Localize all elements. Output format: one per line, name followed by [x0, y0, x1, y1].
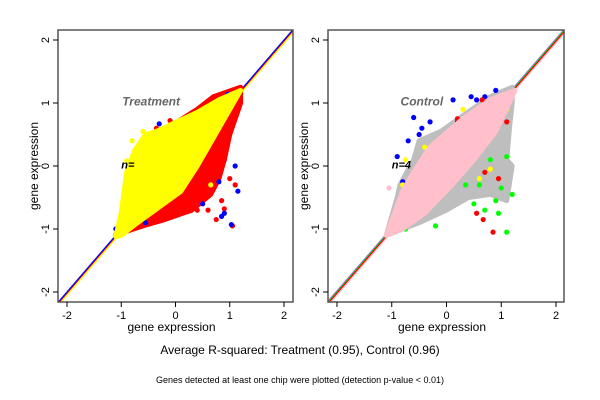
data-point — [208, 182, 214, 188]
data-point — [476, 176, 482, 182]
data-point — [493, 87, 499, 93]
data-point — [422, 144, 428, 150]
data-point — [504, 229, 510, 235]
panel-treatment: n= -2 -1 0 1 2 -2 -1 0 1 2 gene expression gene expr… — [27, 29, 294, 334]
data-point — [124, 158, 130, 164]
data-point — [504, 153, 510, 160]
data-point — [460, 106, 466, 112]
x-tick-label: 2 — [553, 310, 559, 322]
x-tick-label: 0 — [172, 310, 178, 322]
panel-control: n=4 -2 -1 0 1 2 -2 -1 0 1 2 gene expression gene exp… — [297, 29, 565, 334]
data-point — [153, 128, 160, 134]
data-point — [405, 138, 411, 144]
data-point — [419, 125, 425, 131]
data-point — [221, 157, 227, 163]
data-point — [474, 210, 480, 216]
y-tick-label: -2 — [310, 287, 322, 297]
data-point — [509, 191, 515, 197]
data-point — [213, 216, 219, 223]
data-point — [219, 198, 225, 204]
n-annotation: n= — [121, 160, 135, 172]
data-point — [134, 144, 141, 150]
data-point — [498, 185, 504, 191]
data-point — [495, 176, 502, 182]
data-point — [487, 157, 493, 163]
data-point — [504, 119, 510, 125]
x-tick-label: 2 — [281, 310, 287, 322]
data-point — [490, 229, 496, 235]
x-tick-label: 1 — [498, 310, 504, 322]
y-tick-label: 2 — [40, 37, 52, 43]
data-point — [232, 163, 238, 169]
y-tick-label: 2 — [310, 37, 322, 43]
data-point — [200, 201, 206, 207]
n-annotation: n=4 — [392, 160, 411, 172]
data-point — [482, 169, 488, 175]
y-axis-label: gene expression — [297, 122, 311, 210]
y-tick-label: -1 — [310, 224, 322, 234]
data-point — [394, 153, 400, 160]
data-point — [432, 223, 439, 229]
data-point — [463, 182, 469, 188]
x-tick-label: 0 — [443, 310, 449, 322]
panel-title: Control — [401, 95, 444, 109]
detection-note: Genes detected at least one chip were pl… — [156, 375, 444, 385]
x-tick-label: 1 — [227, 310, 233, 322]
point-cloud — [113, 87, 244, 240]
data-point — [427, 119, 433, 125]
data-point — [482, 207, 488, 213]
x-tick-label: -1 — [387, 310, 397, 322]
y-tick-label: 1 — [310, 100, 322, 106]
r-squared-caption: Average R-squared: Treatment (0.95), Con… — [160, 343, 440, 357]
data-point — [468, 94, 474, 100]
data-point — [216, 179, 222, 185]
plot-area: n=4 — [328, 30, 564, 302]
data-point — [402, 157, 409, 163]
data-point — [474, 97, 480, 103]
data-point — [479, 97, 485, 103]
data-point — [386, 185, 392, 191]
y-tick-label: 0 — [310, 163, 322, 169]
plot-area: n= — [58, 30, 293, 302]
data-point — [476, 182, 482, 188]
data-point — [140, 128, 146, 134]
data-point — [221, 206, 227, 212]
data-point — [487, 166, 493, 172]
x-tick-label: -1 — [116, 310, 126, 322]
data-point — [232, 182, 238, 188]
y-tick-label: -2 — [40, 287, 52, 297]
y-tick-label: 1 — [40, 100, 52, 106]
data-point — [228, 221, 234, 228]
y-tick-label: 0 — [40, 163, 52, 169]
data-point — [227, 176, 233, 182]
data-point — [471, 201, 477, 207]
data-point — [194, 207, 200, 213]
data-point — [145, 131, 151, 138]
x-axis-label: gene expression — [398, 320, 486, 334]
x-tick-label: -2 — [332, 310, 342, 322]
data-point — [235, 188, 241, 194]
data-point — [167, 122, 173, 128]
data-point — [143, 220, 149, 226]
panel-title: Treatment — [122, 95, 181, 109]
y-axis-label: gene expression — [27, 122, 41, 210]
data-point — [411, 114, 417, 121]
data-point — [480, 216, 486, 223]
data-point — [450, 97, 456, 103]
data-point — [495, 210, 502, 216]
data-point — [219, 213, 225, 219]
y-tick-label: -1 — [40, 224, 52, 234]
data-point — [416, 131, 422, 138]
data-point — [205, 207, 211, 213]
x-axis-label: gene expression — [127, 320, 215, 334]
data-point — [493, 198, 499, 204]
point-cloud — [383, 87, 518, 238]
data-point — [156, 121, 162, 127]
x-tick-label: -2 — [62, 310, 72, 322]
data-point — [129, 138, 135, 144]
